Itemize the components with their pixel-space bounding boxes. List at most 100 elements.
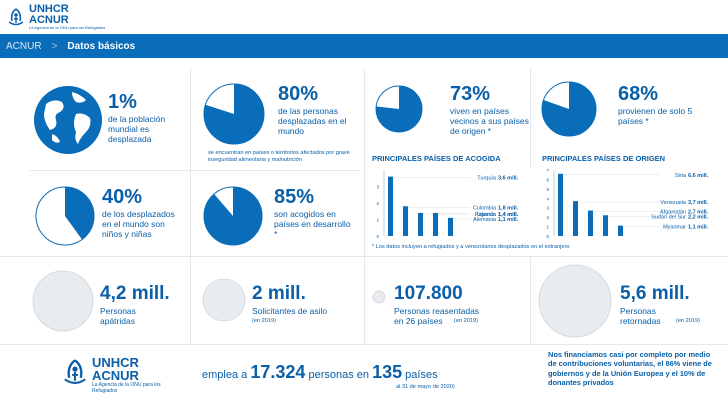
value-label: 3,7 mill. <box>688 200 709 206</box>
circle-resettled-icon <box>372 290 386 304</box>
displaced-own-country-note: se encuentran en países o territorios af… <box>208 150 350 163</box>
value-label: 1,8 mill. <box>498 205 519 211</box>
origin-countries-title: PRINCIPALES PAÍSES DE ORIGEN <box>542 154 666 163</box>
circle-asylum-icon <box>202 278 246 322</box>
origin-countries-bar-chart: 0 1 2 3 4 5 6 7 Siria 6,6 mill. Venezuela 3,7 mill.… <box>546 168 709 239</box>
circle-stateless-icon <box>32 270 94 332</box>
value-label: 1,4 mill. <box>498 212 519 218</box>
y-tick-label: 5 <box>546 187 549 192</box>
y-tick-label: 1 <box>376 218 379 223</box>
footer-logo-tagline: La Agencia de la ONU para los Refugiados <box>92 382 161 394</box>
stat-resettled: 107.800 Personas reasentadas en 26 paíse… <box>370 260 530 342</box>
y-tick-label: 7 <box>546 168 549 173</box>
displaced-world-value: 1% <box>108 91 137 113</box>
personas-en: personas en <box>308 369 369 381</box>
logo-tagline: La Agencia de la ONU para los Refugiados <box>29 25 106 30</box>
returned-desc: Personas retornadas <box>620 306 661 327</box>
host-countries-title: PRINCIPALES PAÍSES DE ACOGIDA <box>372 154 501 163</box>
neighbors-value: 73% <box>450 83 491 105</box>
country-count: 135 <box>372 362 403 382</box>
logo-line-unhcr: UNHCR <box>29 3 69 15</box>
bar-uganda <box>433 212 438 236</box>
emplea-prefix: emplea a <box>202 369 248 381</box>
category-label: Venezuela <box>660 200 687 206</box>
resettled-desc: Personas reasentadas en 26 países <box>394 306 480 327</box>
stat-neighbors: 73% viven en países vecinos a sus países… <box>370 70 530 160</box>
logo-line-acnur: ACNUR <box>29 14 69 26</box>
asylum-value: 2 mill. <box>252 283 306 304</box>
staff-date-note: al 31 de mayo de 2020) <box>396 384 455 390</box>
bar-myanmar <box>618 225 623 236</box>
category-label: Siria <box>675 173 687 179</box>
paises-word: países <box>405 369 438 381</box>
bar-alemania <box>448 217 453 236</box>
category-label: Alemania <box>473 217 497 223</box>
returned-note: (en 2019) <box>676 318 700 324</box>
value-label: 1,4 mill. <box>498 212 519 218</box>
data-footnote: * Los datos incluyen a refugiados y a ve… <box>372 244 570 250</box>
pie-80-icon <box>203 83 265 145</box>
y-tick-label: 3 <box>376 185 379 190</box>
developing-value: 85% <box>274 186 315 208</box>
category-label: Colombia <box>473 205 497 211</box>
bar-colombia <box>403 206 408 236</box>
value-label: 6,6 mill. <box>688 173 709 179</box>
chevron-right-icon: > <box>51 40 58 52</box>
footer-logo: UNHCR ACNUR La Agencia de la ONU para lo… <box>60 354 190 404</box>
category-label: Afganistán <box>660 210 686 216</box>
stat-stateless: 4,2 mill. Personas apátridas <box>30 260 190 342</box>
stat-five-countries: 68% provienen de solo 5 países * <box>536 70 726 160</box>
breadcrumb-home-link[interactable]: ACNUR <box>6 40 42 52</box>
infographic-panel: 1% de la población mundial es desplazada… <box>0 60 728 410</box>
y-tick-label: 3 <box>546 206 549 211</box>
bar-turquía <box>388 176 393 236</box>
stat-children: 40% de los desplazados en el mundo son n… <box>30 175 190 255</box>
category-label: Uganda <box>477 212 497 218</box>
displaced-own-country-value: 80% <box>278 83 319 105</box>
displaced-own-country-desc: de las personas desplazadas en el mundo <box>278 106 347 137</box>
category-label: Pakistán <box>475 212 496 218</box>
breadcrumb-current: Datos básicos <box>67 40 136 52</box>
pie-73-icon <box>375 85 423 133</box>
bar-siria <box>558 173 563 236</box>
children-desc: de los desplazados en el mundo son niños… <box>102 209 175 240</box>
stat-returned: 5,6 mill. Personas retornadas (en 2019) <box>536 260 726 342</box>
displaced-world-desc: de la población mundial es desplazada <box>108 114 166 145</box>
neighbors-desc: viven en países vecinos a sus países de … <box>450 106 529 137</box>
funding-statement: Nos financiamos casi por completo por me… <box>548 350 712 387</box>
pie-40-icon <box>35 186 95 246</box>
developing-desc: son acogidos en países en desarrollo * <box>274 209 351 240</box>
y-tick-label: 1 <box>546 225 549 230</box>
resettled-value: 107.800 <box>394 283 463 304</box>
unhcr-logo[interactable]: UNHCR ACNUR La Agencia de la ONU para lo… <box>6 4 105 30</box>
category-label: Myanmar <box>663 225 686 231</box>
bar-sudán-del-sur <box>603 215 608 236</box>
stat-displaced-world: 1% de la población mundial es desplazada <box>30 70 190 165</box>
stat-asylum: 2 mill. Solicitantes de asilo (en 2019) <box>196 260 360 342</box>
category-label: Turquía <box>477 176 497 182</box>
staff-statement: emplea a 17.324 personas en 135 países <box>202 362 522 383</box>
stat-developing: 85% son acogidos en países en desarrollo… <box>196 175 360 255</box>
circle-returned-icon <box>538 264 612 338</box>
five-countries-desc: provienen de solo 5 países * <box>618 106 693 127</box>
unhcr-emblem-large-icon <box>64 359 86 384</box>
origin-countries-chart: PRINCIPALES PAÍSES DE ORIGEN 0 1 2 3 4 5 6 7 Sir… <box>540 154 720 246</box>
y-tick-label: 0 <box>546 234 549 239</box>
five-countries-value: 68% <box>618 83 659 105</box>
y-tick-label: 4 <box>546 196 549 201</box>
footer-logo-acnur: ACNUR <box>92 368 139 383</box>
bar-afganistán <box>588 210 593 236</box>
asylum-desc: Solicitantes de asilo <box>252 306 328 316</box>
breadcrumb: ACNUR > Datos básicos <box>0 34 728 58</box>
stateless-desc: Personas apátridas <box>100 306 136 327</box>
bar-pakistán <box>418 212 423 236</box>
children-value: 40% <box>102 186 143 208</box>
staff-count: 17.324 <box>250 362 306 382</box>
value-label: 1,1 mill. <box>498 217 519 223</box>
bar-venezuela <box>573 201 578 236</box>
stat-displaced-own-country: 80% de las personas desplazadas en el mu… <box>196 70 360 180</box>
host-countries-chart: PRINCIPALES PAÍSES DE ACOGIDA 0 1 2 3 Turquí… <box>370 154 530 246</box>
globe-icon <box>34 86 102 154</box>
top-bar: UNHCR ACNUR La Agencia de la ONU para lo… <box>0 0 728 34</box>
resettled-note: (en 2019) <box>454 318 478 324</box>
